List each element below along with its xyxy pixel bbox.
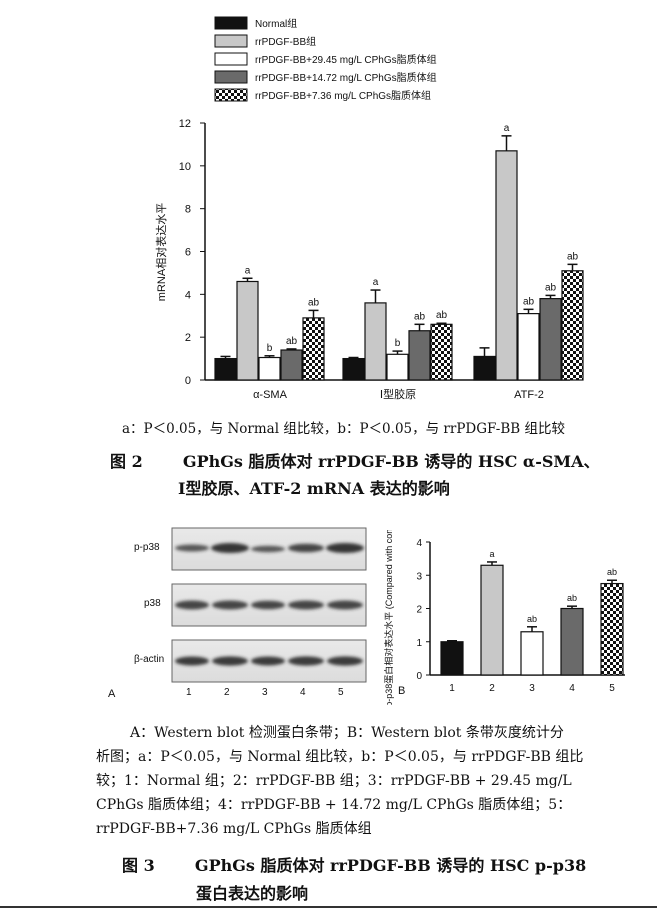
significance-label: ab — [436, 310, 448, 321]
figure2-chart: Normal组 rrPDGF-BB组 rrPDGF-BB+29.45 mg/L CP… — [154, 16, 584, 401]
bar — [302, 317, 325, 381]
blot-row-label-p38: p38 — [144, 598, 161, 609]
figure2-caption-number: 图 2 — [110, 452, 143, 471]
bar — [561, 270, 584, 381]
significance-label: ab — [545, 282, 557, 293]
bar — [440, 641, 464, 676]
legend-label-2: rrPDGF-BB组 — [255, 35, 316, 48]
panel-a-label: A — [108, 688, 116, 700]
blot-lane-number: 2 — [224, 687, 230, 698]
bar — [517, 313, 540, 381]
y-axis-label: mRNA相对表达水平 — [154, 203, 168, 301]
blot-lane-number: 3 — [262, 687, 268, 698]
figure2-caption-line2: Ⅰ型胶原、ATF-2 mRNA 表达的影响 — [178, 479, 450, 498]
figure3-caption-body-5: rrPDGF-BB+7.36 mg/L CPhGs 脂质体组 — [96, 821, 372, 837]
significance-label: a — [245, 265, 251, 276]
significance-label: a — [373, 277, 379, 288]
bar — [236, 280, 259, 381]
bar — [539, 298, 562, 381]
y-tick-label: 3 — [416, 571, 422, 582]
figure3-caption-line1: GPhGs 脂质体对 rrPDGF-BB 诱导的 HSC p-p38 — [194, 856, 587, 875]
bar — [495, 150, 518, 381]
figure3-chart: 0 1 2 3 4 p-p38蛋白相对表达水平 (Compared with contro… — [383, 530, 625, 705]
significance-label: b — [395, 338, 401, 349]
significance-label: ab — [567, 251, 579, 262]
y-tick-label: 10 — [179, 161, 191, 173]
legend-swatch-1 — [214, 16, 248, 30]
legend-swatch-5 — [214, 88, 248, 102]
category-label: 5 — [609, 683, 615, 694]
significance-label: ab — [308, 297, 320, 308]
significance-label: ab — [286, 336, 298, 347]
figure3-panel-a: p-p38 p38 β-actin — [100, 520, 390, 705]
category-label: 3 — [529, 683, 535, 694]
legend-label-5: rrPDGF-BB+7.36 mg/L CPhGs脂质体组 — [255, 89, 431, 102]
bar — [473, 355, 496, 381]
category-label: α-SMA — [253, 389, 288, 401]
figure3-caption-number: 图 3 — [122, 856, 155, 875]
bar — [600, 582, 624, 676]
figure3-caption-line2: 蛋白表达的影响 — [196, 884, 309, 903]
category-label: 1 — [449, 683, 455, 694]
category-label: Ⅰ型胶原 — [380, 387, 416, 401]
figure2-significance-note: a：P＜0.05，与 Normal 组比较，b：P＜0.05，与 rrPDGF-… — [122, 421, 565, 437]
figure3-caption-body-3: 较；1：Normal 组；2：rrPDGF-BB 组；3：rrPDGF-BB +… — [96, 773, 572, 789]
blot-row-label-actin: β-actin — [134, 654, 165, 665]
bar — [520, 631, 544, 676]
significance-label: a — [504, 123, 510, 134]
significance-label: ab — [523, 296, 535, 307]
y-tick-label: 4 — [185, 289, 191, 301]
page-bottom-rule — [0, 906, 657, 908]
significance-label: ab — [607, 567, 617, 577]
y-tick-label: 2 — [416, 605, 422, 616]
significance-label: b — [267, 343, 273, 354]
y-tick-label: 2 — [185, 332, 191, 344]
blot-lane-number: 4 — [300, 687, 306, 698]
significance-label: a — [489, 549, 494, 559]
bar — [280, 349, 303, 381]
legend-label-1: Normal组 — [255, 17, 297, 30]
legend-swatch-2 — [214, 34, 248, 48]
y-tick-label: 6 — [185, 247, 191, 259]
blot-lane-number: 5 — [338, 687, 344, 698]
western-blot-image — [171, 527, 367, 683]
y-tick-label: 8 — [185, 204, 191, 216]
legend-label-3: rrPDGF-BB+29.45 mg/L CPhGs脂质体组 — [255, 53, 437, 66]
bar — [560, 607, 584, 676]
legend-label-4: rrPDGF-BB+14.72 mg/L CPhGs脂质体组 — [255, 71, 437, 84]
bar — [386, 353, 409, 381]
y-tick-label: 1 — [416, 638, 422, 649]
blot-lane-number: 1 — [186, 687, 192, 698]
panel-b-label: B — [398, 685, 405, 697]
significance-label: ab — [527, 614, 537, 624]
legend-swatch-3 — [214, 52, 248, 66]
bar — [214, 357, 237, 381]
bar — [364, 302, 387, 381]
y-axis-label: p-p38蛋白相对表达水平 (Compared with control) — [383, 530, 394, 705]
figure3-caption-body-2: 析图；a：P＜0.05，与 Normal 组比较，b：P＜0.05，与 rrPD… — [96, 749, 584, 765]
bar — [342, 357, 365, 381]
y-tick-label: 4 — [416, 538, 422, 549]
significance-label: ab — [414, 311, 426, 322]
bar — [408, 330, 431, 381]
figure2-caption-line1: GPhGs 脂质体对 rrPDGF-BB 诱导的 HSC α-SMA、 — [182, 452, 600, 471]
y-tick-label: 0 — [416, 671, 422, 682]
figure3-caption-body-1: A：Western blot 检测蛋白条带；B：Western blot 条带灰… — [130, 725, 564, 741]
category-label: ATF-2 — [514, 389, 544, 401]
bar — [430, 323, 453, 381]
category-label: 2 — [489, 683, 495, 694]
category-label: 4 — [569, 683, 575, 694]
y-tick-label: 0 — [185, 375, 191, 387]
y-tick-label: 12 — [179, 118, 191, 130]
bar — [480, 564, 504, 676]
figure2-caption: 图 2 GPhGs 脂质体对 rrPDGF-BB 诱导的 HSC α-SMA、 — [110, 448, 650, 472]
bar — [258, 356, 281, 381]
figure3-caption-body-4: CPhGs 脂质体组；4：rrPDGF-BB + 14.72 mg/L CPhG… — [96, 797, 572, 813]
legend-swatch-4 — [214, 70, 248, 84]
significance-label: ab — [567, 593, 577, 603]
figure3-caption: 图 3 GPhGs 脂质体对 rrPDGF-BB 诱导的 HSC p-p38 — [122, 852, 642, 876]
blot-row-label-pp38: p-p38 — [134, 542, 160, 553]
